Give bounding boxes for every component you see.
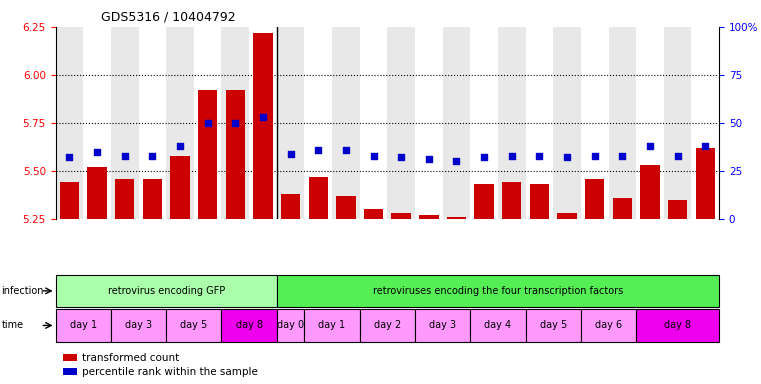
Text: transformed count: transformed count — [82, 353, 180, 363]
Point — [589, 152, 601, 159]
Point — [146, 152, 158, 159]
Text: day 5: day 5 — [540, 320, 567, 331]
Point — [202, 120, 214, 126]
Point — [699, 143, 712, 149]
Text: day 3: day 3 — [429, 320, 456, 331]
Point — [616, 152, 629, 159]
Point — [257, 114, 269, 120]
Bar — [194, 27, 221, 219]
Text: day 3: day 3 — [125, 320, 152, 331]
Bar — [249, 27, 277, 219]
Text: retrovirus encoding GFP: retrovirus encoding GFP — [107, 286, 224, 296]
Text: day 6: day 6 — [595, 320, 622, 331]
Bar — [470, 27, 498, 219]
Point — [644, 143, 656, 149]
Bar — [585, 179, 604, 219]
Point — [671, 152, 683, 159]
Bar — [59, 182, 79, 219]
Bar — [364, 209, 384, 219]
Bar — [56, 27, 83, 219]
Bar — [111, 27, 139, 219]
Bar — [668, 200, 687, 219]
Bar — [696, 148, 715, 219]
Point — [312, 147, 324, 153]
Bar — [613, 198, 632, 219]
Bar — [198, 90, 218, 219]
Text: day 8: day 8 — [236, 320, 263, 331]
Bar — [530, 184, 549, 219]
Text: day 4: day 4 — [485, 320, 511, 331]
Bar — [443, 27, 470, 219]
Bar — [83, 27, 111, 219]
Bar — [553, 27, 581, 219]
Text: retroviruses encoding the four transcription factors: retroviruses encoding the four transcrip… — [373, 286, 623, 296]
Point — [368, 152, 380, 159]
Point — [561, 154, 573, 161]
Text: day 0: day 0 — [277, 320, 304, 331]
Text: day 1: day 1 — [70, 320, 97, 331]
Bar — [526, 27, 553, 219]
Bar — [609, 27, 636, 219]
Text: day 8: day 8 — [664, 320, 691, 331]
Point — [533, 152, 546, 159]
Bar — [88, 167, 107, 219]
Bar — [139, 27, 166, 219]
Point — [339, 147, 352, 153]
Point — [395, 154, 407, 161]
Bar — [636, 27, 664, 219]
Bar — [557, 213, 577, 219]
Text: time: time — [2, 320, 24, 331]
Text: day 1: day 1 — [319, 320, 345, 331]
Bar — [664, 27, 692, 219]
Bar — [640, 165, 660, 219]
Bar — [332, 27, 360, 219]
Bar — [419, 215, 438, 219]
Bar — [447, 217, 466, 219]
Bar — [281, 194, 301, 219]
Bar — [225, 90, 245, 219]
Point — [451, 158, 463, 164]
Bar — [360, 27, 387, 219]
Bar — [277, 27, 304, 219]
Bar — [502, 182, 521, 219]
Bar — [415, 27, 443, 219]
Point — [478, 154, 490, 161]
Point — [174, 143, 186, 149]
Bar — [581, 27, 609, 219]
Text: day 5: day 5 — [180, 320, 208, 331]
Bar — [253, 33, 272, 219]
Bar — [692, 27, 719, 219]
Bar — [221, 27, 249, 219]
Text: day 2: day 2 — [374, 320, 401, 331]
Text: infection: infection — [2, 286, 44, 296]
Text: GDS5316 / 10404792: GDS5316 / 10404792 — [101, 10, 236, 23]
Bar — [391, 213, 411, 219]
Bar — [387, 27, 415, 219]
Bar — [166, 27, 194, 219]
Point — [229, 120, 241, 126]
Bar — [498, 27, 526, 219]
Text: percentile rank within the sample: percentile rank within the sample — [82, 366, 258, 377]
Point — [63, 154, 75, 161]
Bar — [308, 177, 328, 219]
Bar — [474, 184, 494, 219]
Bar — [336, 196, 355, 219]
Point — [505, 152, 517, 159]
Bar — [304, 27, 332, 219]
Point — [91, 149, 103, 155]
Point — [423, 156, 435, 162]
Bar — [115, 179, 135, 219]
Point — [285, 151, 297, 157]
Bar — [170, 156, 189, 219]
Point — [119, 152, 131, 159]
Bar — [142, 179, 162, 219]
